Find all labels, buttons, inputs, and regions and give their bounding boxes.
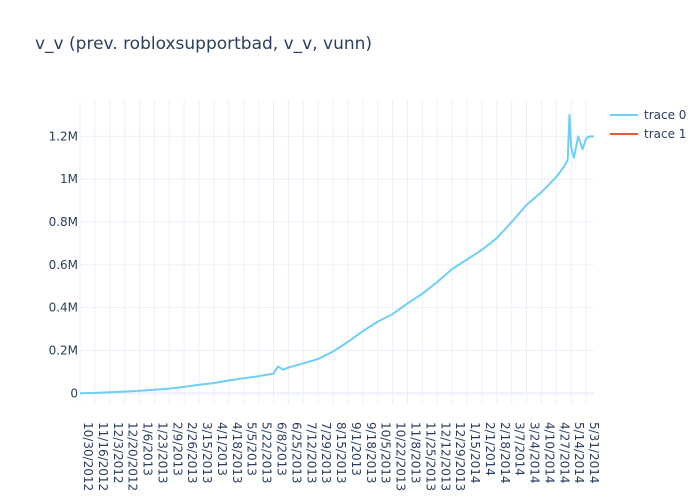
- y-tick-label: 0.8M: [49, 215, 78, 229]
- y-tick-label: 1M: [60, 172, 78, 186]
- x-tick-label: 11/8/2013: [408, 422, 422, 484]
- x-tick-label: 3/15/2013: [200, 422, 214, 484]
- y-tick-label: 0: [70, 386, 78, 400]
- x-tick-label: 8/15/2013: [334, 422, 348, 484]
- x-tick-label: 9/18/2013: [364, 422, 378, 484]
- y-tick-label: 1.2M: [49, 129, 78, 143]
- legend-label-0[interactable]: trace 0: [644, 108, 686, 122]
- legend: trace 0 trace 1: [610, 108, 686, 141]
- x-tick-label: 2/26/2013: [185, 422, 199, 484]
- x-tick-label: 2/18/2014: [498, 422, 512, 484]
- y-tick-label: 0.2M: [49, 343, 78, 357]
- x-tick-label: 10/5/2013: [379, 422, 393, 484]
- x-tick-label: 2/1/2014: [483, 422, 497, 476]
- x-tick-label: 5/31/2014: [587, 422, 601, 484]
- chart-title: v_v (prev. robloxsupportbad, v_v, vunn): [35, 34, 373, 54]
- x-tick-label: 2/9/2013: [170, 422, 184, 476]
- x-tick-label: 6/25/2013: [289, 422, 303, 484]
- x-tick-label: 3/7/2014: [513, 422, 527, 476]
- x-tick-label: 11/25/2013: [423, 422, 437, 491]
- x-tick-label: 1/15/2014: [468, 422, 482, 484]
- x-tick-label: 4/27/2014: [557, 422, 571, 484]
- x-tick-label: 4/18/2013: [230, 422, 244, 484]
- x-tick-label: 10/30/2012: [81, 422, 95, 491]
- x-tick-label: 11/16/2012: [96, 422, 110, 491]
- series-line-0: [80, 114, 594, 395]
- x-tick-label: 5/5/2013: [245, 422, 259, 476]
- x-tick-label: 12/29/2013: [453, 422, 467, 491]
- x-tick-label: 7/29/2013: [319, 422, 333, 484]
- x-tick-label: 5/14/2014: [572, 422, 586, 484]
- legend-label-1[interactable]: trace 1: [644, 127, 686, 141]
- x-tick-label: 3/24/2014: [528, 422, 542, 484]
- x-tick-label: 9/1/2013: [349, 422, 363, 476]
- x-tick-label: 4/10/2014: [542, 422, 556, 484]
- y-tick-label: 0.6M: [49, 258, 78, 272]
- x-tick-label: 10/22/2013: [394, 422, 408, 491]
- series-lines: [80, 114, 594, 395]
- x-tick-label: 7/12/2013: [304, 422, 318, 484]
- x-tick-label: 12/3/2012: [111, 422, 125, 484]
- x-tick-label: 1/6/2013: [141, 422, 155, 476]
- x-tick-label: 5/22/2013: [260, 422, 274, 484]
- y-tick-label: 0.4M: [49, 301, 78, 315]
- x-tick-label: 12/12/2013: [438, 422, 452, 491]
- axes: 10/30/2012 11/16/2012 12/3/2012 12/20/2012 1…: [49, 129, 602, 491]
- gridlines: [79, 100, 594, 404]
- x-tick-label: 6/8/2013: [275, 422, 289, 476]
- x-tick-label: 12/20/2012: [126, 422, 140, 491]
- x-tick-label: 4/1/2013: [215, 422, 229, 476]
- x-tick-label: 1/23/2013: [155, 422, 169, 484]
